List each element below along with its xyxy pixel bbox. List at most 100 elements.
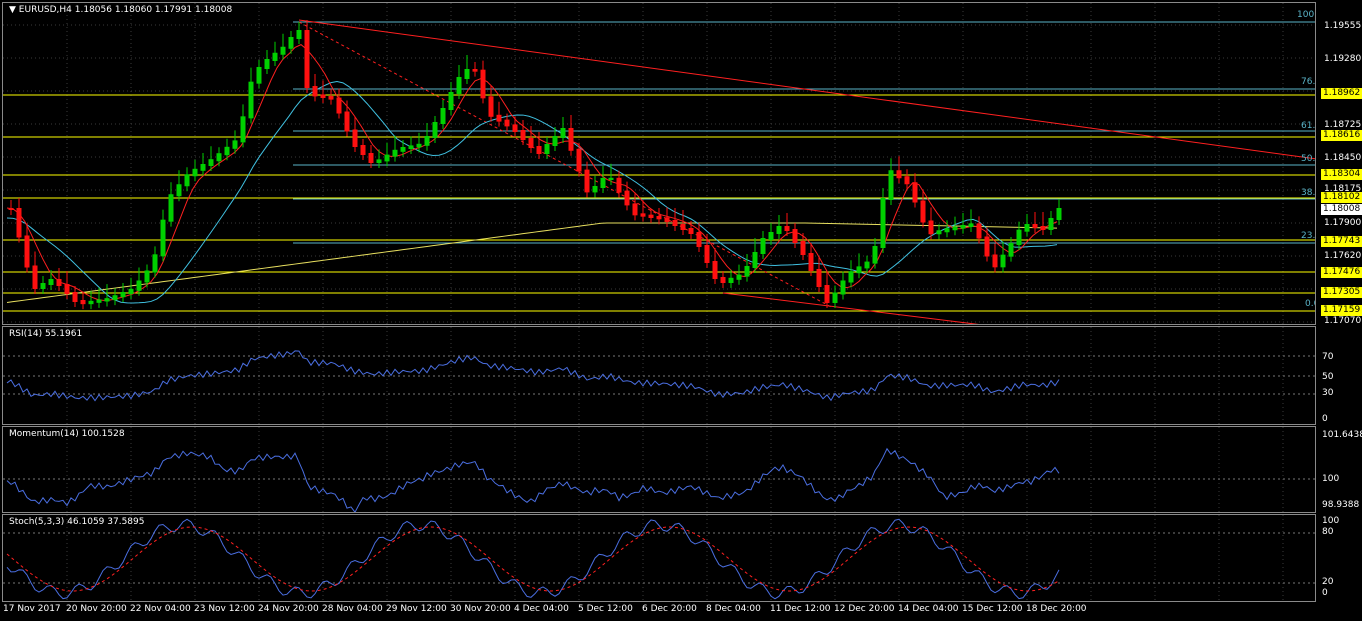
candle-body xyxy=(824,285,830,303)
candle-body xyxy=(432,122,438,138)
candle-body xyxy=(880,198,886,248)
candle-body xyxy=(1032,224,1038,228)
candle-body xyxy=(576,148,582,172)
chart-menu-triangle-icon[interactable]: ▼ xyxy=(9,5,16,15)
candle-body xyxy=(1008,243,1014,257)
candle-body xyxy=(448,92,454,110)
candle-body xyxy=(472,69,478,72)
time-label: 17 Nov 2017 xyxy=(3,604,61,614)
candle-body xyxy=(864,261,870,269)
price-label: 1.19555 xyxy=(1324,21,1362,31)
candle-body xyxy=(536,146,542,154)
candle-body xyxy=(168,194,174,222)
candle-body xyxy=(344,111,350,132)
candle-body xyxy=(336,97,342,114)
rsi-pane[interactable]: RSI(14) 55.1961 xyxy=(2,326,1316,425)
time-label: 24 Nov 20:00 xyxy=(258,604,319,614)
stoch-level: 20 xyxy=(1322,577,1334,587)
candle-body xyxy=(848,271,854,283)
candle-body xyxy=(736,274,742,280)
candle-body xyxy=(592,186,598,193)
price-label: 1.18450 xyxy=(1324,153,1362,163)
candle-body xyxy=(80,300,86,305)
candle-body xyxy=(632,203,638,216)
candle-body xyxy=(136,280,142,291)
candle-body xyxy=(488,96,494,117)
time-label: 18 Dec 20:00 xyxy=(1026,604,1087,614)
candle-body xyxy=(296,30,302,39)
price-label: 1.17620 xyxy=(1324,251,1362,261)
candle-body xyxy=(704,245,710,263)
candle-body xyxy=(464,69,470,79)
time-label: 22 Nov 04:00 xyxy=(130,604,191,614)
candle-body xyxy=(16,208,22,238)
time-label: 5 Dec 12:00 xyxy=(578,604,633,614)
candle-body xyxy=(1048,218,1054,230)
candle-body xyxy=(904,176,910,185)
candle-body xyxy=(760,238,766,254)
candle-body xyxy=(768,232,774,240)
candle-body xyxy=(368,153,374,163)
candle-body xyxy=(856,266,862,274)
candle-body xyxy=(656,216,662,220)
main-chart-canvas[interactable] xyxy=(3,3,1316,325)
momentum-line xyxy=(6,447,1060,512)
candle-body xyxy=(952,226,958,231)
candle-body xyxy=(584,169,590,193)
candle-body xyxy=(784,226,790,231)
candle-body xyxy=(200,164,206,171)
candle-body xyxy=(816,269,822,287)
candle-body xyxy=(832,292,838,303)
fib-label-50: 50.0 xyxy=(1301,154,1316,164)
time-label: 30 Nov 20:00 xyxy=(450,604,511,614)
candle-body xyxy=(160,219,166,257)
stoch-signal-line xyxy=(6,526,1060,592)
candle-body xyxy=(600,178,606,188)
candle-body xyxy=(528,138,534,148)
time-label: 23 Nov 12:00 xyxy=(194,604,255,614)
candle-body xyxy=(248,81,254,119)
momentum-pane[interactable]: Momentum(14) 100.1528 xyxy=(2,426,1316,513)
candle-body xyxy=(776,226,782,234)
candle-body xyxy=(72,292,78,302)
candle-body xyxy=(112,295,118,301)
time-label: 29 Nov 12:00 xyxy=(386,604,447,614)
candle-body xyxy=(624,190,630,206)
candle-body xyxy=(968,223,974,227)
candle-body xyxy=(128,288,134,294)
rsi-line xyxy=(6,350,1060,402)
candle-body xyxy=(976,223,982,239)
price-tag: 1.18102 xyxy=(1321,192,1362,203)
candle-body xyxy=(936,230,942,235)
candle-body xyxy=(304,30,310,88)
momentum-level: 100 xyxy=(1322,474,1340,484)
stoch-canvas xyxy=(3,515,1315,601)
momentum-header: Momentum(14) 100.1528 xyxy=(9,429,125,439)
main-chart-pane[interactable]: ▼ EURUSD,H4 1.18056 1.18060 1.17991 1.18… xyxy=(2,2,1316,325)
candle-body xyxy=(256,67,262,84)
price-label: 1.18725 xyxy=(1324,120,1362,130)
price-axis[interactable]: 1.19555 1.19280 1.18725 1.18450 1.18175 … xyxy=(1318,2,1362,326)
candle-body xyxy=(376,159,382,163)
rsi-level: 30 xyxy=(1322,388,1334,398)
candle-body xyxy=(312,86,318,97)
candle-body xyxy=(944,228,950,233)
price-tag: 1.17305 xyxy=(1321,287,1362,298)
rsi-canvas xyxy=(3,327,1315,424)
momentum-axis: 101.6438 100 98.9388 xyxy=(1318,426,1362,513)
momentum-level: 101.6438 xyxy=(1322,430,1362,440)
candle-body xyxy=(272,52,278,61)
stoch-pane[interactable]: Stoch(5,3,3) 46.1059 37.5895 xyxy=(2,514,1316,602)
candle-body xyxy=(480,69,486,99)
stoch-level: 100 xyxy=(1322,516,1340,526)
price-label: 1.17900 xyxy=(1324,218,1362,228)
price-label: 1.19280 xyxy=(1324,54,1362,64)
candle-body xyxy=(520,130,526,140)
fib-label-76: 76.4 xyxy=(1301,77,1316,87)
candle-body xyxy=(560,128,566,138)
candle-body xyxy=(360,145,366,155)
candle-body xyxy=(744,266,750,277)
fib-label-100: 100.0 xyxy=(1297,10,1315,20)
candle-body xyxy=(216,153,222,162)
candle-body xyxy=(152,254,158,273)
